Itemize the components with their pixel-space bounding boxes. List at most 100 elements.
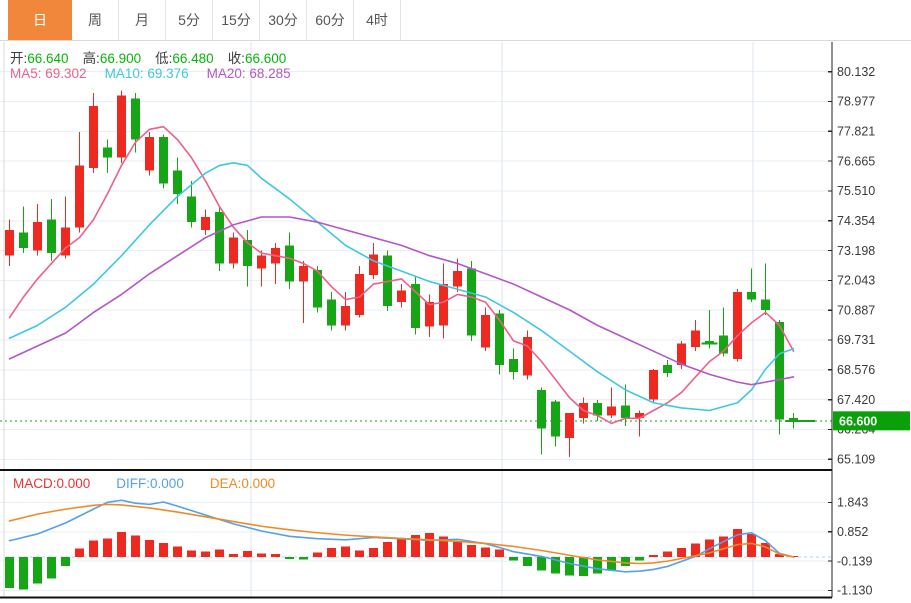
candle-body bbox=[75, 165, 84, 228]
macd-bar bbox=[593, 557, 602, 574]
candle-body bbox=[89, 106, 98, 168]
current-price-badge-value: 66.600 bbox=[839, 414, 877, 428]
axis-label: 69.731 bbox=[837, 333, 875, 347]
tab-30min[interactable]: 30分 bbox=[260, 0, 307, 40]
candle-body bbox=[257, 255, 266, 269]
candle-body bbox=[61, 227, 70, 256]
candle-body bbox=[103, 147, 112, 158]
tab-4h[interactable]: 4时 bbox=[354, 0, 401, 40]
candle-body bbox=[355, 273, 364, 316]
tab-week[interactable]: 周 bbox=[72, 0, 119, 40]
macd-bar bbox=[89, 540, 98, 557]
macd-bar bbox=[117, 531, 126, 557]
candle-body bbox=[159, 137, 168, 184]
macd-bar bbox=[159, 542, 168, 557]
macd-bar bbox=[215, 549, 224, 557]
tab-60min[interactable]: 60分 bbox=[307, 0, 354, 40]
tab-day[interactable]: 日 bbox=[8, 0, 72, 40]
axis-label: 0.852 bbox=[837, 525, 868, 539]
candle-body bbox=[299, 266, 308, 282]
macd-bar bbox=[33, 557, 42, 584]
candle-body bbox=[523, 336, 532, 376]
tab-5min[interactable]: 5分 bbox=[166, 0, 213, 40]
macd-bar bbox=[131, 535, 140, 557]
candle-body bbox=[229, 237, 238, 264]
macd-bar bbox=[47, 557, 56, 579]
macd-bar bbox=[425, 532, 434, 557]
macd-bar bbox=[677, 548, 686, 557]
axis-label: 73.198 bbox=[837, 244, 875, 258]
macd-bar bbox=[355, 550, 364, 557]
macd-bar bbox=[747, 533, 756, 557]
candle-body bbox=[327, 299, 336, 326]
macd-bar bbox=[495, 549, 504, 557]
macd-bar bbox=[243, 551, 252, 557]
candle-body bbox=[565, 413, 574, 438]
macd-bar bbox=[635, 557, 644, 561]
candle-body bbox=[285, 245, 294, 282]
axis-label: 67.420 bbox=[837, 393, 875, 407]
current-price-badge bbox=[833, 411, 910, 431]
macd-bar bbox=[607, 557, 616, 571]
candle-body bbox=[131, 98, 140, 140]
macd-bar bbox=[775, 554, 784, 557]
candle-body bbox=[173, 170, 182, 194]
axis-label: 65.109 bbox=[837, 452, 875, 466]
candle-body bbox=[747, 291, 756, 300]
macd-bar bbox=[565, 557, 574, 576]
macd-bar bbox=[411, 534, 420, 557]
candle-body bbox=[201, 217, 210, 230]
dea-line bbox=[8, 503, 795, 565]
axis-label: -1.130 bbox=[837, 584, 872, 598]
candle-body bbox=[453, 271, 462, 287]
candle-body bbox=[481, 315, 490, 348]
macd-bar bbox=[173, 546, 182, 557]
macd-bar bbox=[19, 557, 28, 590]
macd-bar bbox=[663, 551, 672, 557]
candle-body bbox=[439, 284, 448, 326]
ma5-line bbox=[8, 125, 795, 425]
macd-bar bbox=[649, 555, 658, 557]
candle-body bbox=[5, 229, 14, 256]
candle-body bbox=[789, 418, 798, 421]
candle-body bbox=[117, 95, 126, 158]
macd-bar bbox=[621, 557, 630, 566]
macd-bar bbox=[271, 554, 280, 557]
candle-body bbox=[663, 364, 672, 374]
macd-bar bbox=[285, 557, 294, 559]
macd-bar bbox=[383, 542, 392, 557]
tab-15min[interactable]: 15分 bbox=[213, 0, 260, 40]
macd-bar bbox=[341, 546, 350, 557]
candle-body bbox=[761, 299, 770, 310]
macd-bar bbox=[439, 536, 448, 557]
candle-body bbox=[425, 302, 434, 327]
candle-body bbox=[467, 268, 476, 336]
macd-bar bbox=[733, 528, 742, 557]
candle-body bbox=[775, 322, 784, 420]
axis-label: 1.843 bbox=[837, 496, 868, 510]
axis-label: 70.887 bbox=[837, 303, 875, 317]
candle-body bbox=[509, 358, 518, 372]
axis-label: 76.665 bbox=[837, 154, 875, 168]
candle-body bbox=[313, 269, 322, 308]
candle-body bbox=[145, 137, 154, 171]
axis-label: 77.821 bbox=[837, 125, 875, 139]
axis-label: 80.132 bbox=[837, 65, 875, 79]
candle-body bbox=[19, 232, 28, 248]
candle-body bbox=[495, 313, 504, 365]
macd-bar bbox=[523, 557, 532, 566]
tab-month[interactable]: 月 bbox=[119, 0, 166, 40]
macd-bar bbox=[75, 548, 84, 557]
macd-bar bbox=[551, 557, 560, 574]
candle-body bbox=[551, 401, 560, 437]
macd-bar bbox=[257, 553, 266, 557]
candle-body bbox=[33, 222, 42, 251]
axis-label: 78.977 bbox=[837, 95, 875, 109]
candle-body bbox=[593, 402, 602, 416]
macd-bar bbox=[5, 557, 14, 589]
candle-body bbox=[341, 306, 350, 326]
candle-body bbox=[187, 196, 196, 223]
macd-bar bbox=[397, 537, 406, 557]
timeframe-tabbar: 日周月 5分 15分 30分 60分 4时 bbox=[0, 0, 911, 41]
